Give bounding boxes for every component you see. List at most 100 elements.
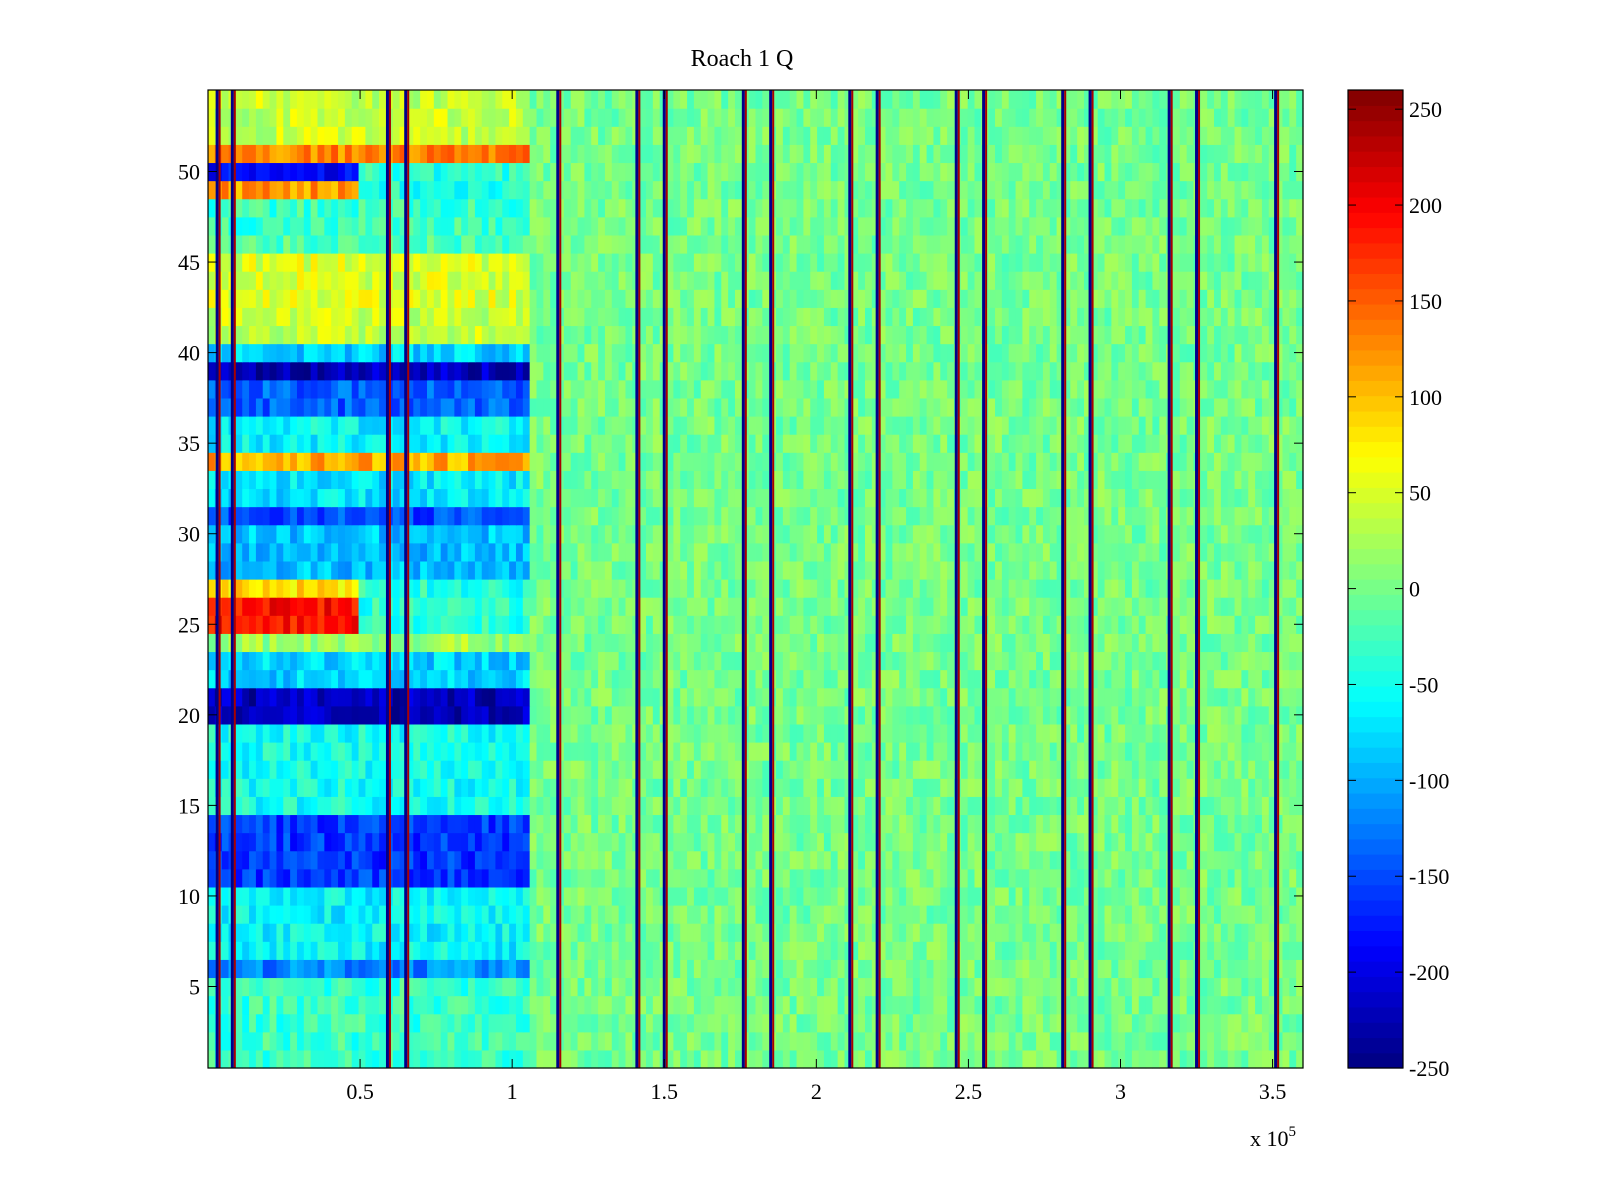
heatmap-cell [372,959,380,979]
heatmap-cell [687,687,695,707]
heatmap-cell [344,760,353,779]
heatmap-cell [1111,905,1119,924]
heatmap-cell [851,868,859,888]
heatmap-cell [509,814,517,834]
heatmap-cell [762,560,770,580]
heatmap-cell [652,959,661,979]
heatmap-cell [906,524,914,544]
heatmap-cell [926,850,935,870]
heatmap-cell [885,705,893,725]
heatmap-cell [563,524,572,544]
heatmap-cell [331,760,339,779]
heatmap-cell [1200,995,1208,1015]
heatmap-cell [420,687,428,707]
heatmap-cell [255,886,264,906]
heatmap-cell [865,760,873,779]
heatmap-cell [474,941,483,960]
heatmap-cell [817,597,825,616]
heatmap-cell [598,941,606,960]
heatmap-cell [468,542,476,562]
heatmap-cell [967,687,976,707]
heatmap-cell [885,651,893,671]
heatmap-cell [563,579,572,598]
heatmap-cell [598,1031,606,1051]
heatmap-cell [1049,886,1058,906]
heatmap-cell [700,814,709,834]
heatmap-cell [947,615,955,634]
heatmap-cell [844,977,852,997]
heatmap-cell [1111,742,1119,761]
heatmap-cell [488,524,497,544]
heatmap-cell [543,669,551,689]
heatmap-cell [1289,651,1297,671]
heatmap-cell [262,687,271,707]
heatmap-cell [488,1013,497,1033]
heatmap-cell [481,723,490,743]
heatmap-cell [995,868,1003,888]
heatmap-cell [317,506,325,526]
heatmap-cell [290,995,298,1015]
heatmap-cell [926,905,935,924]
heatmap-cell [269,814,278,834]
heatmap-cell [577,597,585,616]
heatmap-cell [536,923,544,942]
heatmap-cell [344,796,353,816]
heatmap-cell [262,524,271,544]
heatmap-cell [392,1049,401,1069]
heatmap-cell [871,633,880,653]
heatmap-cell [413,905,421,924]
heatmap-cell [529,1049,538,1069]
heatmap-cell [988,651,996,671]
heatmap-cell [1227,705,1236,725]
heatmap-cell [577,1013,585,1033]
heatmap-cell [1282,542,1290,562]
heatmap-cell [468,832,476,852]
heatmap-cell [721,850,729,870]
heatmap-cell [529,941,538,960]
heatmap-cell [1275,760,1284,779]
heatmap-cell [1145,941,1154,960]
heatmap-cell [1022,651,1030,671]
heatmap-cell [673,760,681,779]
heatmap-cell [591,687,599,707]
heatmap-cell [570,506,579,526]
heatmap-cell [796,1013,804,1033]
heatmap-cell [604,977,613,997]
heatmap-cell [351,959,360,979]
heatmap-cell [721,542,729,562]
heatmap-cell [290,723,298,743]
heatmap-cell [399,560,408,580]
heatmap-cell [317,796,325,816]
heatmap-cell [1186,814,1195,834]
heatmap-cell [892,524,900,544]
heatmap-cell [1282,615,1290,634]
heatmap-cell [1063,742,1071,761]
heatmap-cell [618,669,627,689]
heatmap-cell [543,923,551,942]
heatmap-cell [967,651,976,671]
heatmap-cell [283,959,291,979]
heatmap-cell [1220,814,1229,834]
heatmap-cell [611,977,620,997]
heatmap-cell [488,959,497,979]
heatmap-cell [522,633,531,653]
heatmap-cell [1145,995,1154,1015]
heatmap-cell [1268,886,1277,906]
heatmap-cell [885,597,893,616]
heatmap-cell [1056,723,1065,743]
heatmap-cell [823,651,832,671]
heatmap-cell [447,687,455,707]
heatmap-cell [892,615,900,634]
heatmap-cell [892,687,900,707]
heatmap-cell [235,742,243,761]
heatmap-cell [303,886,312,906]
heatmap-cell [940,597,948,616]
heatmap-cell [447,760,455,779]
heatmap-cell [974,723,982,743]
heatmap-cell [666,1013,674,1033]
heatmap-cell [1227,868,1236,888]
heatmap-cell [1131,959,1140,979]
heatmap-cell [584,995,592,1015]
heatmap-cell [851,705,859,725]
heatmap-cell [646,1013,654,1033]
